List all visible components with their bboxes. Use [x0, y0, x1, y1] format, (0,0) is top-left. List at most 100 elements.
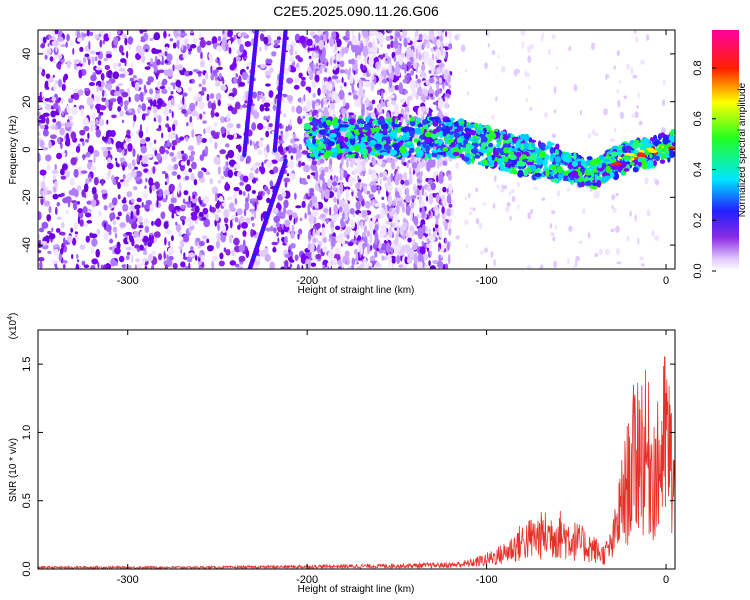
- heatmap-cell: [394, 103, 399, 113]
- heatmap-cell: [47, 250, 52, 255]
- heatmap-cell: [322, 181, 327, 191]
- heatmap-cell: [658, 146, 663, 150]
- heatmap-cell: [541, 197, 546, 201]
- heatmap-cell: [86, 219, 93, 224]
- heatmap-cell: [182, 155, 186, 162]
- heatmap-cell: [182, 92, 188, 97]
- heatmap-cell: [184, 175, 190, 181]
- heatmap-cell: [655, 155, 660, 162]
- heatmap-cell: [95, 248, 100, 258]
- heatmap-cell: [87, 132, 90, 139]
- heatmap-cell: [209, 93, 215, 99]
- heatmap-cell: [418, 33, 423, 41]
- heatmap-cell: [424, 35, 431, 41]
- heatmap-cell: [347, 266, 352, 269]
- heatmap-cell: [420, 93, 426, 102]
- heatmap-cell: [634, 156, 639, 160]
- heatmap-cell: [134, 244, 140, 249]
- heatmap-cell: [371, 158, 377, 166]
- heatmap-cell: [355, 251, 359, 264]
- heatmap-cell: [574, 177, 579, 183]
- heatmap-cell: [233, 237, 240, 246]
- spectrogram-ytick-label: -40: [21, 237, 33, 253]
- heatmap-cell: [211, 255, 219, 262]
- heatmap-cell: [333, 204, 339, 215]
- heatmap-cell: [581, 208, 586, 215]
- heatmap-cell: [611, 205, 614, 210]
- heatmap-cell: [331, 75, 339, 80]
- heatmap-cell: [58, 97, 62, 102]
- heatmap-cell: [171, 171, 178, 176]
- heatmap-cell: [401, 30, 407, 38]
- heatmap-cell: [347, 241, 354, 247]
- heatmap-cell: [284, 253, 291, 258]
- heatmap-cell: [442, 198, 448, 207]
- heatmap-cell: [199, 39, 206, 48]
- heatmap-cell: [165, 229, 172, 235]
- heatmap-cell: [61, 163, 68, 171]
- heatmap-cell: [72, 47, 75, 55]
- heatmap-cell: [229, 64, 236, 71]
- heatmap-cell: [549, 171, 555, 175]
- heatmap-cell: [386, 111, 389, 118]
- heatmap-cell: [319, 54, 326, 63]
- heatmap-cell: [382, 176, 388, 181]
- heatmap-cell: [353, 231, 358, 236]
- heatmap-cell: [206, 245, 214, 252]
- heatmap-cell: [402, 204, 405, 213]
- heatmap-cell: [54, 163, 57, 171]
- heatmap-cell: [434, 91, 439, 98]
- heatmap-cell: [341, 124, 350, 128]
- heatmap-cell: [179, 215, 187, 220]
- heatmap-cell: [149, 37, 154, 42]
- heatmap-cell: [238, 189, 243, 196]
- heatmap-cell: [646, 160, 654, 168]
- heatmap-cell: [138, 129, 144, 139]
- heatmap-cell: [385, 57, 388, 62]
- heatmap-cell: [134, 204, 141, 210]
- heatmap-cell: [234, 263, 240, 268]
- heatmap-cell: [632, 74, 638, 79]
- heatmap-cell: [196, 135, 203, 144]
- heatmap-cell: [316, 70, 321, 76]
- heatmap-cell: [165, 123, 170, 128]
- heatmap-cell: [524, 70, 527, 78]
- heatmap-cell: [51, 169, 59, 175]
- snr-xtick-label: -100: [476, 574, 498, 586]
- heatmap-cell: [318, 39, 324, 51]
- heatmap-cell: [451, 200, 455, 204]
- heatmap-cell: [291, 212, 298, 219]
- colorbar-tick-label: 0.0: [692, 263, 704, 278]
- heatmap-cell: [60, 175, 67, 180]
- heatmap-cell: [506, 201, 511, 207]
- heatmap-cell: [38, 257, 45, 262]
- heatmap-cell: [500, 188, 505, 193]
- heatmap-cell: [88, 58, 91, 66]
- heatmap-cell: [70, 106, 78, 116]
- heatmap-cell: [43, 200, 51, 207]
- heatmap-cell: [393, 56, 397, 63]
- heatmap-cell: [81, 261, 86, 266]
- heatmap-cell: [346, 158, 349, 169]
- colorbar-ticks: 0.00.20.40.60.8: [692, 60, 716, 279]
- heatmap-cell: [272, 104, 277, 111]
- heatmap-cell: [301, 150, 309, 155]
- heatmap-cell: [373, 75, 377, 85]
- heatmap-cell: [360, 95, 363, 107]
- heatmap-cell: [364, 200, 371, 209]
- heatmap-cell: [154, 149, 158, 157]
- heatmap-cell: [254, 202, 257, 211]
- heatmap-cell: [389, 94, 395, 99]
- heatmap-cell: [382, 101, 385, 108]
- heatmap-cell: [490, 251, 494, 258]
- heatmap-cell: [395, 233, 399, 246]
- heatmap-cell: [215, 202, 220, 209]
- heatmap-cell: [73, 91, 80, 101]
- heatmap-cell: [259, 249, 267, 257]
- heatmap-cell: [406, 257, 413, 264]
- heatmap-cell: [95, 51, 100, 56]
- heatmap-cell: [628, 153, 635, 157]
- heatmap-cell: [556, 189, 561, 197]
- heatmap-cell: [85, 178, 90, 185]
- heatmap-cell: [524, 141, 530, 150]
